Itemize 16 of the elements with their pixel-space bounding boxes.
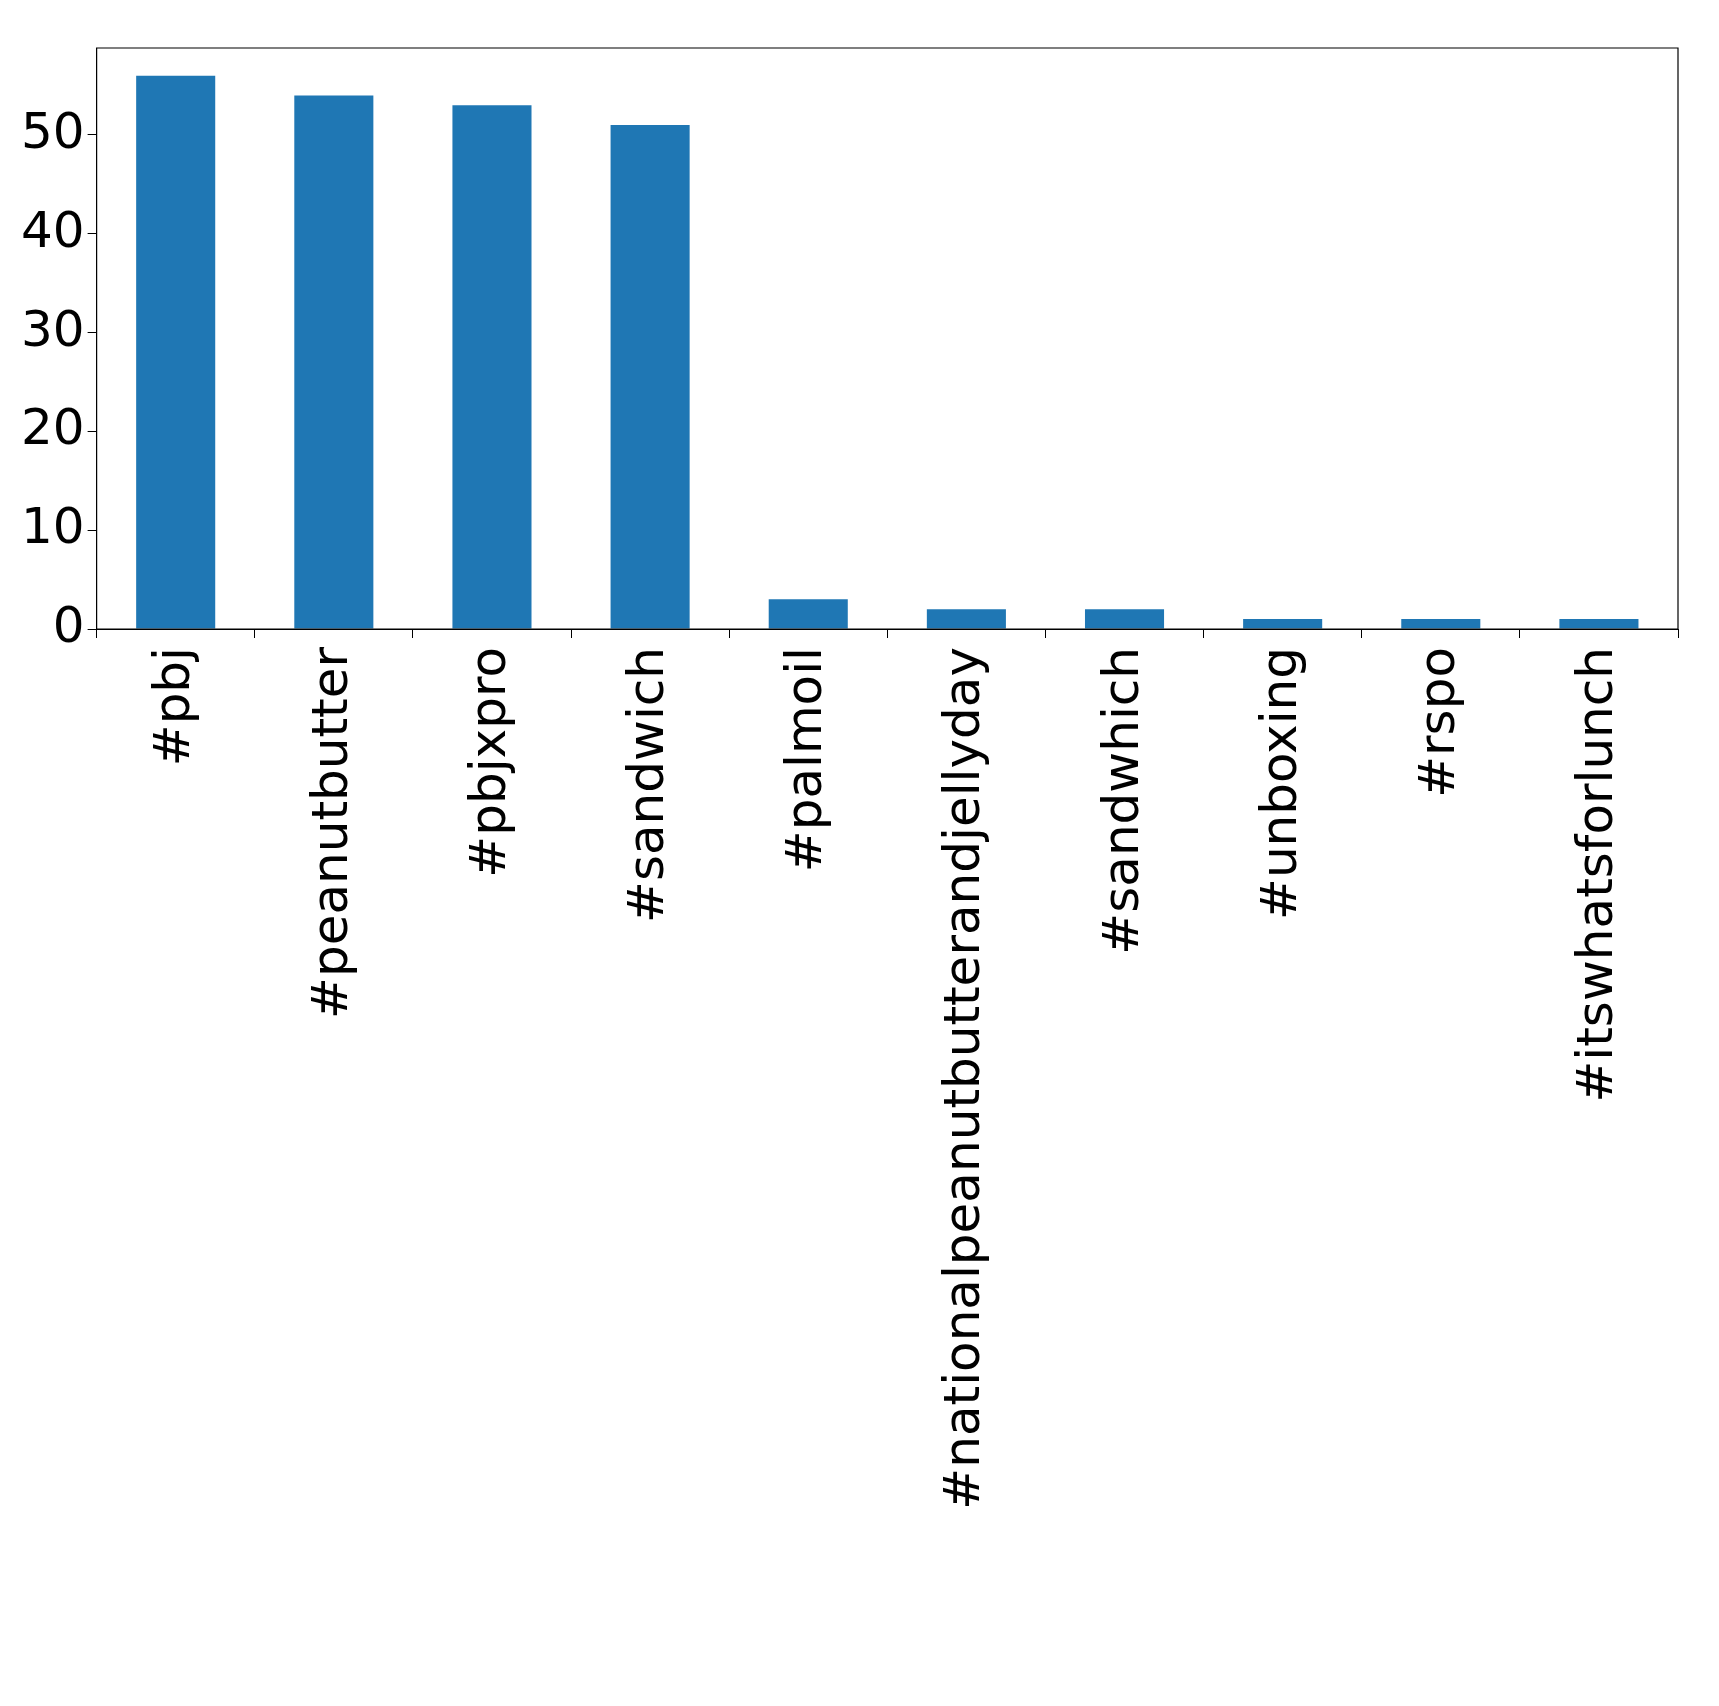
y-tick-label: 40 (21, 200, 85, 259)
y-tick-label: 50 (21, 101, 85, 160)
y-tick-label: 10 (21, 497, 85, 556)
y-tick-label: 20 (21, 398, 85, 457)
x-tick-label: #peanutbutter (300, 646, 359, 1019)
x-tick-label: #nationalpeanutbutterandjellyday (933, 647, 992, 1510)
x-tick-label: #pbjxpro (458, 647, 517, 878)
x-tick-label: #rspo (1407, 647, 1466, 798)
x-tick-label: #unboxing (1249, 647, 1308, 920)
x-tick-label: #sandwhich (1091, 647, 1150, 955)
x-tick-label: #sandwich (617, 647, 676, 923)
x-tick-label: #palmoil (775, 647, 834, 873)
y-tick-label: 30 (21, 299, 85, 358)
x-tick-label: #itswhatsforlunch (1565, 647, 1624, 1103)
y-tick-label: 0 (52, 595, 85, 654)
x-tick-label: #pbj (142, 647, 201, 767)
